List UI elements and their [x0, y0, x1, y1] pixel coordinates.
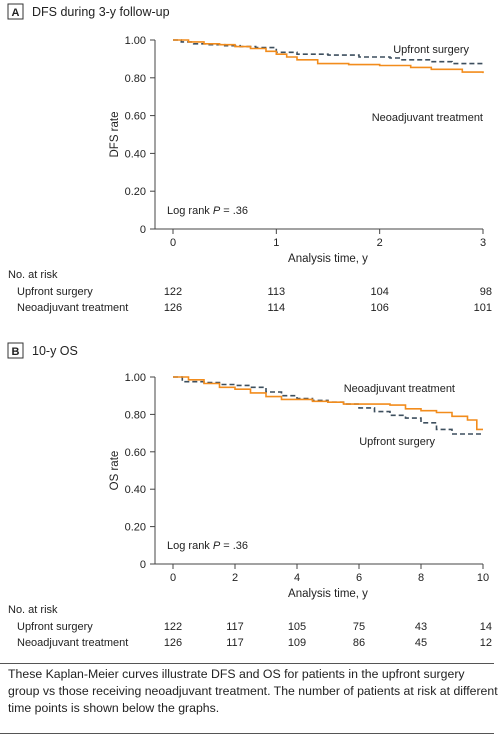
risk-table-value: 105 — [288, 621, 306, 633]
panel-letter: A — [12, 7, 20, 19]
chart-panel-b: B 10-y OS 0 0.20 0.40 0.60 0.80 1.00 0 2 4 6 8 10 Anal… — [7, 342, 492, 649]
risk-table-value: 101 — [474, 302, 492, 314]
series-line-upfront-surgery — [173, 39, 484, 65]
panel-title: 10-y OS — [32, 344, 78, 358]
y-axis-label: OS rate — [109, 451, 121, 491]
risk-table-value: 98 — [480, 286, 492, 298]
risk-table-row-label: Neoadjuvant treatment — [17, 637, 128, 649]
caption-top-rule — [0, 663, 494, 664]
risk-table-row-label: Upfront surgery — [17, 286, 93, 298]
series-label: Upfront surgery — [359, 436, 435, 448]
risk-table-value: 106 — [370, 302, 388, 314]
series-line-neoadjuvant-treatment — [173, 39, 484, 74]
chart-panel-a: A DFS during 3-y follow-up 0 0.20 0.40 0.60 0.… — [7, 3, 492, 314]
risk-table-header: No. at risk — [8, 604, 58, 616]
x-tick-label: 2 — [232, 572, 238, 584]
risk-table-value: 12 — [480, 637, 492, 649]
risk-table-value: 109 — [288, 637, 306, 649]
panel-title: DFS during 3-y follow-up — [32, 5, 170, 19]
y-tick-label: 0.60 — [125, 111, 146, 123]
log-rank-annotation: Log rank P = .36 — [167, 205, 248, 217]
figure-caption: These Kaplan-Meier curves illustrate DFS… — [8, 667, 498, 715]
risk-table-value: 45 — [415, 637, 427, 649]
y-tick-label: 1.00 — [125, 35, 146, 47]
risk-table-value: 117 — [226, 637, 244, 649]
y-tick-label: 0.80 — [125, 409, 146, 421]
x-tick-label: 10 — [477, 572, 489, 584]
series-label: Upfront surgery — [393, 44, 469, 56]
risk-table-row-label: Neoadjuvant treatment — [17, 302, 128, 314]
x-tick-label: 3 — [480, 237, 486, 249]
x-tick-label: 1 — [273, 237, 279, 249]
x-axis-label: Analysis time, y — [288, 253, 368, 265]
risk-table-value: 114 — [268, 302, 286, 314]
series-line-neoadjuvant-treatment — [173, 376, 483, 431]
x-tick-label: 4 — [294, 572, 300, 584]
risk-table-value: 117 — [226, 621, 244, 633]
x-tick-label: 0 — [170, 237, 176, 249]
risk-table-value: 122 — [164, 621, 182, 633]
risk-table-value: 14 — [480, 621, 492, 633]
panel-letter-box — [7, 3, 24, 20]
y-tick-label: 0.20 — [125, 522, 146, 534]
series-line-upfront-surgery — [173, 376, 483, 435]
caption-bottom-rule — [0, 733, 494, 734]
panel-letter: B — [12, 346, 20, 358]
x-axis-label: Analysis time, y — [288, 588, 368, 600]
y-tick-label: 0 — [140, 224, 146, 236]
y-tick-label: 0.40 — [125, 148, 146, 160]
x-tick-label: 2 — [377, 237, 383, 249]
y-tick-label: 0.40 — [125, 484, 146, 496]
panel-letter-box — [7, 342, 24, 359]
y-tick-label: 0.80 — [125, 73, 146, 85]
risk-table-value: 104 — [370, 286, 388, 298]
x-tick-label: 6 — [356, 572, 362, 584]
x-tick-label: 8 — [418, 572, 424, 584]
risk-table-header: No. at risk — [8, 269, 58, 281]
risk-table-value: 122 — [164, 286, 182, 298]
log-rank-annotation: Log rank P = .36 — [167, 540, 248, 552]
risk-table-value: 43 — [415, 621, 427, 633]
series-label: Neoadjuvant treatment — [372, 112, 483, 124]
y-axis-label: DFS rate — [109, 111, 121, 157]
y-tick-label: 1.00 — [125, 372, 146, 384]
y-tick-label: 0.20 — [125, 186, 146, 198]
risk-table-value: 126 — [164, 302, 182, 314]
risk-table-value: 113 — [268, 286, 286, 298]
risk-table-value: 86 — [353, 637, 365, 649]
series-label: Neoadjuvant treatment — [344, 383, 455, 395]
y-tick-label: 0.60 — [125, 447, 146, 459]
x-tick-label: 0 — [170, 572, 176, 584]
risk-table-value: 75 — [353, 621, 365, 633]
risk-table-row-label: Upfront surgery — [17, 621, 93, 633]
y-tick-label: 0 — [140, 559, 146, 571]
risk-table-value: 126 — [164, 637, 182, 649]
